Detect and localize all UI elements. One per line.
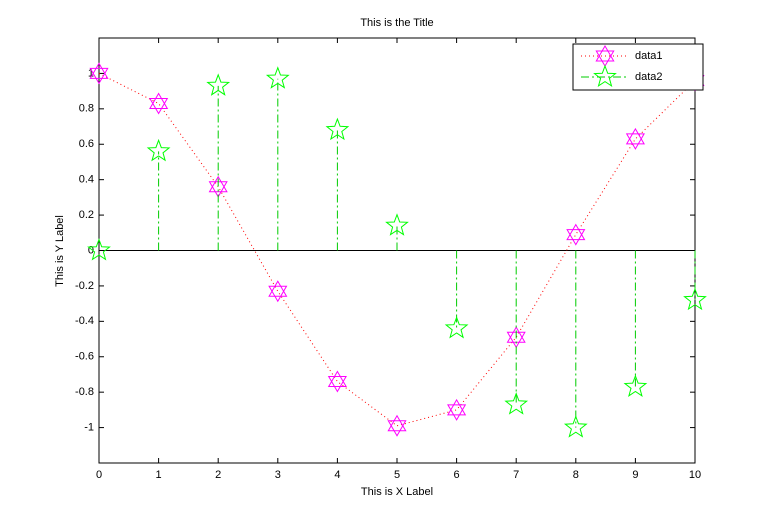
y-tick-label: 0.2 [79, 209, 94, 221]
legend-marker [593, 64, 617, 88]
y-tick-label: 0 [88, 244, 94, 256]
marker [265, 66, 290, 89]
y-tick-label: -0.8 [75, 386, 94, 398]
marker [387, 414, 407, 437]
marker [566, 223, 586, 246]
y-tick-label: 0.8 [79, 103, 94, 115]
marker [447, 398, 467, 421]
y-tick-label: 1 [88, 67, 94, 79]
marker [623, 374, 648, 397]
marker [625, 127, 645, 150]
marker [325, 117, 350, 141]
x-tick-label: 10 [689, 469, 701, 481]
marker [444, 315, 469, 339]
x-axis-label: This is X Label [361, 486, 433, 498]
marker [87, 238, 111, 261]
marker [563, 415, 588, 438]
marker [268, 280, 288, 303]
x-tick-label: 6 [454, 469, 460, 481]
y-tick-label: -0.4 [75, 315, 94, 327]
x-tick-label: 1 [156, 469, 162, 481]
marker [146, 138, 171, 162]
marker [89, 62, 109, 85]
y-tick-label: 0.6 [79, 138, 94, 150]
x-tick-label: 2 [215, 469, 221, 481]
y-tick-label: -0.6 [75, 351, 94, 363]
marker [149, 92, 169, 115]
x-tick-label: 5 [394, 469, 400, 481]
chart-title: This is the Title [360, 17, 433, 29]
marker [683, 287, 707, 311]
marker [385, 213, 409, 236]
x-tick-label: 3 [275, 469, 281, 481]
legend-marker [595, 45, 615, 67]
x-tick-label: 7 [513, 469, 519, 481]
x-tick-label: 4 [334, 469, 340, 481]
y-tick-label: 0.4 [79, 174, 94, 186]
x-tick-label: 0 [96, 469, 102, 481]
legend-label: data1 [635, 50, 663, 62]
legend-label: data2 [635, 71, 663, 83]
x-tick-label: 8 [573, 469, 579, 481]
y-axis-label: This is Y Label [54, 215, 66, 287]
marker [504, 392, 529, 415]
y-tick-label: -0.2 [75, 280, 94, 292]
marker [327, 370, 347, 393]
marker [206, 73, 231, 96]
legend-box [572, 43, 704, 91]
x-tick-label: 9 [632, 469, 638, 481]
y-tick-label: -1 [84, 421, 94, 433]
